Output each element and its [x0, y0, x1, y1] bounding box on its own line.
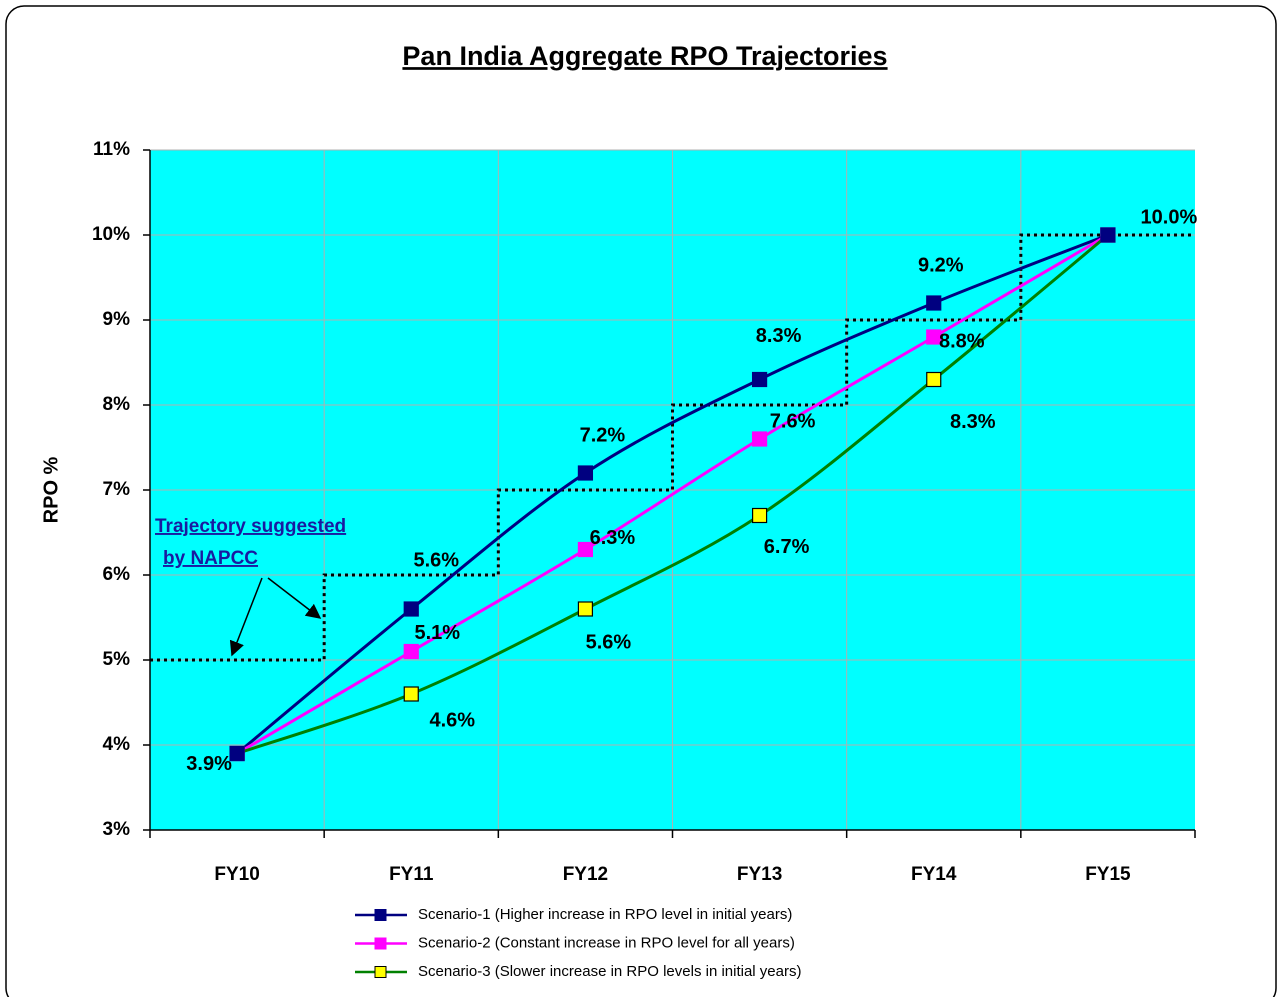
y-tick-label: 8%	[103, 394, 131, 415]
marker	[577, 601, 594, 617]
legend-label: Scenario-2 (Constant increase in RPO lev…	[418, 934, 795, 951]
y-tick-label: 6%	[103, 564, 131, 585]
napcc-steps	[150, 233, 1195, 662]
legend-label: Scenario-1 (Higher increase in RPO level…	[418, 906, 792, 923]
y-tick-label: 10%	[92, 224, 130, 245]
y-tick-label: 9%	[103, 309, 131, 330]
value-label: 7.2%	[580, 424, 626, 446]
series-line	[236, 233, 1109, 755]
value-label: 5.6%	[586, 631, 632, 653]
y-tick-label: 3%	[103, 819, 131, 840]
x-tick-label: FY14	[911, 864, 957, 885]
value-label: 8.3%	[756, 325, 802, 347]
y-tick-label: 5%	[103, 649, 131, 670]
annotation-arrow	[229, 577, 263, 657]
legend-marker	[374, 937, 387, 950]
value-label: 8.3%	[950, 411, 996, 433]
legend-label: Scenario-3 (Slower increase in RPO level…	[418, 963, 801, 980]
value-label: 8.8%	[939, 330, 985, 352]
annotation-arrow	[267, 577, 322, 619]
value-label: 5.6%	[413, 549, 459, 571]
marker	[403, 643, 419, 660]
x-tick-label: FY12	[563, 864, 608, 885]
legend-marker	[374, 909, 387, 921]
legend-marker	[374, 966, 387, 978]
x-tick-label: FY13	[737, 864, 782, 885]
series-line	[236, 233, 1109, 755]
y-tick-label: 4%	[103, 734, 131, 755]
value-label: 5.1%	[414, 622, 460, 644]
marker	[926, 295, 942, 311]
napcc-annotation: by NAPCC	[163, 548, 258, 569]
series-line	[236, 233, 1109, 755]
value-label: 10.0%	[1141, 206, 1198, 228]
y-tick-label: 7%	[103, 479, 131, 500]
marker	[926, 371, 942, 388]
x-tick-label: FY10	[214, 864, 259, 885]
value-label: 4.6%	[429, 709, 475, 731]
y-axis-label: RPO %	[40, 456, 62, 523]
value-label: 6.3%	[590, 527, 636, 549]
x-tick-label: FY15	[1085, 864, 1131, 885]
value-label: 9.2%	[918, 254, 964, 276]
value-label: 3.9%	[186, 753, 232, 775]
marker	[577, 541, 594, 558]
marker	[751, 507, 768, 524]
y-tick-label: 11%	[93, 139, 130, 160]
napcc-annotation: Trajectory suggested	[155, 516, 346, 537]
value-label: 7.6%	[770, 410, 816, 432]
value-label: 6.7%	[764, 536, 810, 558]
marker	[751, 431, 768, 447]
marker	[926, 329, 942, 345]
marker	[577, 465, 594, 481]
marker	[403, 601, 419, 617]
marker	[751, 371, 768, 388]
marker	[229, 745, 245, 762]
marker	[1100, 227, 1116, 243]
marker	[403, 686, 419, 702]
x-tick-label: FY11	[389, 864, 434, 885]
chart-title: Pan India Aggregate RPO Trajectories	[402, 41, 887, 71]
